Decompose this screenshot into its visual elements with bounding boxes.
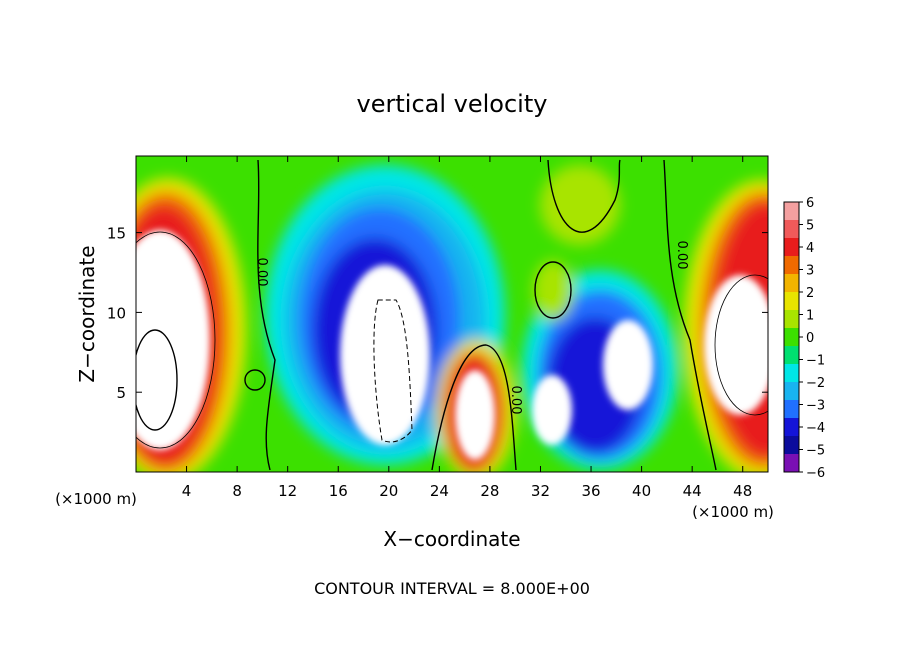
contour-center-left (431, 344, 517, 471)
y-tick-label: 15 (107, 225, 126, 243)
contour-interval-note: CONTOUR INTERVAL = 8.000E+00 (314, 579, 590, 598)
colorbar-label: 1 (806, 309, 814, 324)
chart-title: vertical velocity (357, 90, 548, 118)
y-axis: 5 10 15 (107, 225, 768, 402)
colorbar-swatch (784, 238, 799, 257)
x-tick-label: 8 (232, 482, 242, 500)
colorbar-label: 0 (806, 331, 814, 346)
colorbar-label: 4 (806, 241, 814, 256)
x-unit-left: (×1000 m) (55, 490, 137, 508)
colorbar-label: −5 (806, 444, 825, 459)
contour-small-left (244, 369, 266, 391)
colorbar-swatch (784, 292, 799, 311)
x-tick-label: 12 (278, 482, 297, 500)
x-tick-label: 36 (581, 482, 600, 500)
core-mid (455, 370, 495, 460)
x-tick-label: 20 (379, 482, 398, 500)
contour-left-outer (136, 231, 216, 449)
colorbar-swatch (784, 274, 799, 293)
colorbar-label: −1 (806, 354, 825, 369)
heatmap-field (136, 156, 768, 472)
x-tick-label: 44 (683, 482, 702, 500)
x-tick-label: 40 (632, 482, 651, 500)
colorbar-label: −6 (806, 466, 825, 481)
colorbar-swatch (784, 220, 799, 239)
colorbar-label: −4 (806, 421, 825, 436)
colorbar-label: 5 (806, 219, 814, 234)
colorbar-swatch (784, 346, 799, 365)
y-tick-label: 5 (116, 384, 126, 402)
colorbar: 6 5 4 3 2 1 0 −1 −2 −3 −4 −5 −6 (783, 196, 825, 481)
contour-top (547, 159, 621, 233)
x-unit-right: (×1000 m) (692, 503, 774, 521)
core-right-b (603, 320, 653, 410)
colorbar-swatch (784, 418, 799, 437)
contour-left-loop (136, 329, 178, 431)
contours (136, 159, 768, 471)
contour-center-dashed (373, 299, 413, 443)
blob-top-green2 (533, 260, 573, 320)
y-axis-label: Z−coordinate (75, 245, 99, 382)
colorbar-label: 2 (806, 286, 814, 301)
x-tick-label: 48 (733, 482, 752, 500)
core-center (340, 265, 430, 445)
blob-top-green (540, 165, 620, 245)
x-axis-label: X−coordinate (383, 527, 520, 551)
colorbar-label: −2 (806, 376, 825, 391)
colorbar-swatch (784, 202, 799, 221)
contour-label-1: 0.00 (254, 258, 269, 287)
contour-right (663, 159, 717, 471)
colorbar-swatch (784, 364, 799, 383)
x-tick-label: 16 (329, 482, 348, 500)
contour-label-2: 0.00 (508, 386, 523, 415)
x-axis: 4 8 12 16 20 24 28 32 36 40 44 48 (182, 156, 752, 500)
contour-right-outer (714, 274, 768, 416)
x-tick-label: 32 (531, 482, 550, 500)
colorbar-label: 6 (806, 196, 814, 211)
colorbar-swatch (784, 454, 799, 473)
x-tick-label: 4 (182, 482, 192, 500)
colorbar-swatch (784, 382, 799, 401)
core-left (136, 230, 210, 450)
core-right-a (532, 375, 572, 445)
colorbar-swatch (784, 310, 799, 329)
x-tick-label: 28 (480, 482, 499, 500)
colorbar-swatch (784, 256, 799, 275)
plot-frame (135, 155, 769, 473)
colorbar-label: −3 (806, 399, 825, 414)
colorbar-swatch (784, 400, 799, 419)
contour-left (257, 159, 276, 471)
colorbar-swatch (784, 328, 799, 347)
contour-label-3: 0.00 (674, 241, 689, 270)
colorbar-label: 3 (806, 264, 814, 279)
contour-green-island (534, 261, 572, 319)
x-tick-label: 24 (430, 482, 449, 500)
y-tick-label: 10 (107, 304, 126, 322)
colorbar-swatch (784, 436, 799, 455)
